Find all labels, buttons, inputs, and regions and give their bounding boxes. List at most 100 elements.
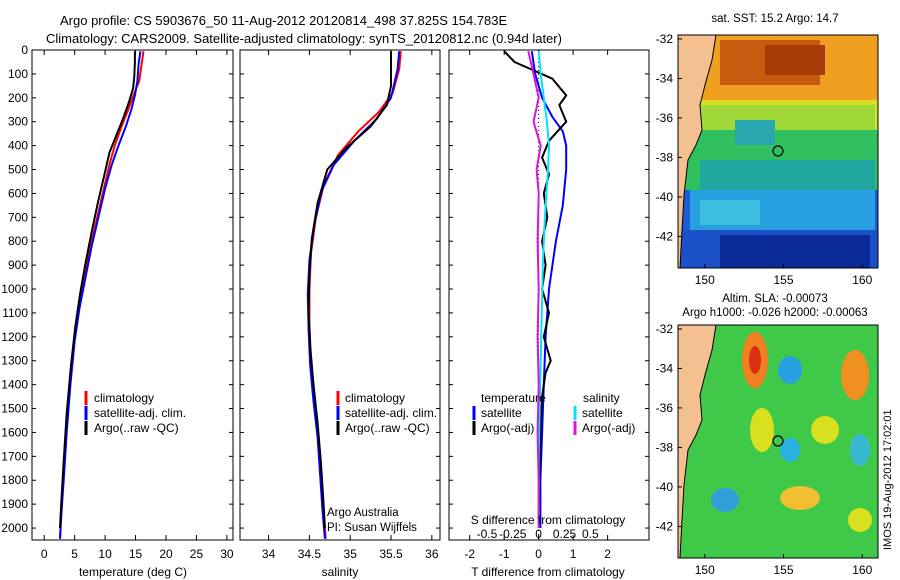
map-y-tick-label: -36 (656, 111, 674, 125)
salinity-plot: 34 34.5 35 35.5 36 (262, 50, 439, 561)
series-line-salinity-argo-adj- (527, 50, 542, 528)
depth-tick-label: 900 (8, 258, 28, 272)
sst-map (678, 35, 878, 268)
depth-tick-label: 1600 (1, 425, 28, 439)
map-x-tick-label: 150 (695, 563, 715, 577)
legend-satellite-adj: satellite-adj. clim. (345, 406, 437, 420)
x2-tick-label: 0.5 (582, 527, 599, 541)
sla-map-title-1: Altim. SLA: -0.00073 (722, 293, 827, 305)
legend-heading-temperature: temperature (481, 391, 546, 405)
land-mass (678, 35, 717, 268)
difference-xlabel: T difference from climatology (471, 565, 625, 579)
temperature-plot: 0 5 10 15 20 25 30 (41, 50, 234, 561)
depth-tick-label: 0 (21, 43, 28, 57)
depth-tick-label: 1900 (1, 497, 28, 511)
map-y-tick-label: -32 (656, 32, 674, 46)
x-tick-label: 35.5 (379, 547, 403, 561)
map-x-tick-label: 160 (852, 273, 872, 287)
sla-map-title-2: Argo h1000: -0.026 h2000: -0.00063 (682, 307, 867, 319)
x2-tick-label: -0.5 (477, 527, 498, 541)
depth-tick-label: 300 (8, 115, 28, 129)
map-y-tick-label: -36 (656, 401, 674, 415)
map-x-tick-label: 155 (773, 273, 793, 287)
map-y-tick-label: -42 (656, 519, 674, 533)
series-line-argo-raw-qc- (307, 51, 392, 529)
x-tick-label: 35 (344, 547, 358, 561)
sst-map-title: sat. SST: 15.2 Argo: 14.7 (711, 13, 838, 25)
timestamp-stamp: IMOS 19-Aug-2012 17:02:01 (882, 409, 894, 550)
temperature-legend: climatology satellite-adj. clim. Argo(..… (84, 391, 186, 435)
salinity-xlabel: salinity (322, 565, 359, 579)
legend-satellite-adj: satellite-adj. clim. (94, 406, 186, 420)
x-tick-label: -2 (464, 547, 475, 561)
salinity-diff-xlabel: S difference from climatology (471, 513, 626, 527)
depth-tick-label: 400 (8, 139, 28, 153)
depth-tick-label: 1200 (1, 330, 28, 344)
difference-legend: temperature salinity satellite Argo(-adj… (472, 391, 635, 435)
legend-sal-satellite: satellite (582, 406, 623, 420)
sst-map-ticks: 150 155 160 -32 -34 -36 -38 -40 -42 (656, 32, 873, 287)
title-line-2: Climatology: CARS2009. Satellite-adjuste… (46, 31, 562, 46)
legend-temp-satellite: satellite (481, 406, 522, 420)
depth-tick-label: 1800 (1, 473, 28, 487)
legend-climatology: climatology (94, 391, 154, 405)
x-tick-label: 36 (425, 547, 439, 561)
map-y-tick-label: -32 (656, 322, 674, 336)
x2-tick-label: 0.25 (553, 527, 577, 541)
temperature-panel (31, 49, 234, 541)
depth-tick-label: 1300 (1, 354, 28, 368)
map-y-tick-label: -38 (656, 150, 674, 164)
argo-position-marker (772, 145, 784, 157)
x-tick-label: 1 (570, 547, 577, 561)
x-tick-label: 34.5 (298, 547, 322, 561)
argo-position-marker (772, 435, 784, 447)
x-tick-label: 25 (190, 547, 204, 561)
x-tick-label: 5 (71, 547, 78, 561)
salinity-panel (239, 49, 441, 541)
x-tick-label: 0 (535, 547, 542, 561)
legend-climatology: climatology (345, 391, 405, 405)
map-y-tick-label: -34 (656, 71, 674, 85)
x-tick-label: -1 (499, 547, 510, 561)
depth-tick-label: 2000 (1, 521, 28, 535)
x-tick-label: 15 (129, 547, 143, 561)
depth-tick-label: 100 (8, 67, 28, 81)
temperature-xlabel: temperature (deg C) (79, 565, 187, 579)
depth-tick-label: 600 (8, 186, 28, 200)
map-y-tick-label: -42 (656, 229, 674, 243)
legend-heading-salinity: salinity (583, 391, 620, 405)
legend-argo: Argo(..raw -QC) (94, 421, 179, 435)
depth-tick-label: 1000 (1, 282, 28, 296)
credit-line-2: PI: Susan Wijffels (327, 522, 417, 534)
x2-tick-label: -0.25 (499, 527, 527, 541)
depth-tick-label: 1700 (1, 449, 28, 463)
series-line-salinity-satellite (537, 51, 550, 528)
depth-tick-label: 1400 (1, 378, 28, 392)
depth-tick-label: 500 (8, 163, 28, 177)
map-y-tick-label: -38 (656, 440, 674, 454)
title-line-1: Argo profile: CS 5903676_50 11-Aug-2012 … (60, 13, 508, 28)
map-y-tick-label: -40 (656, 480, 674, 494)
x-tick-label: 0 (41, 547, 48, 561)
sla-map-ticks: 150 155 160 -32 -34 -36 -38 -40 -42 (656, 322, 873, 577)
map-x-tick-label: 155 (773, 563, 793, 577)
x-tick-label: 30 (220, 547, 234, 561)
salinity-legend: climatology satellite-adj. clim. Argo(..… (336, 391, 437, 435)
series-line-satellite-adj-clim- (59, 51, 142, 539)
legend-argo: Argo(..raw -QC) (345, 421, 430, 435)
depth-tick-label: 1100 (2, 306, 28, 320)
map-x-tick-label: 150 (695, 273, 715, 287)
legend-temp-argo: Argo(-adj) (481, 421, 534, 435)
depth-tick-label: 800 (8, 234, 28, 248)
depth-ticks: 0 100 200 300 400 500 600 700 800 900 1000 1100 1200… (1, 43, 649, 535)
depth-tick-label: 700 (8, 210, 28, 224)
map-y-tick-label: -34 (656, 361, 674, 375)
series-line-argo-raw-qc- (59, 51, 136, 529)
x-tick-label: 10 (98, 547, 112, 561)
depth-tick-label: 200 (8, 91, 28, 105)
x-tick-label: 34 (262, 547, 276, 561)
depth-tick-label: 1500 (1, 402, 28, 416)
sla-map (678, 325, 878, 558)
